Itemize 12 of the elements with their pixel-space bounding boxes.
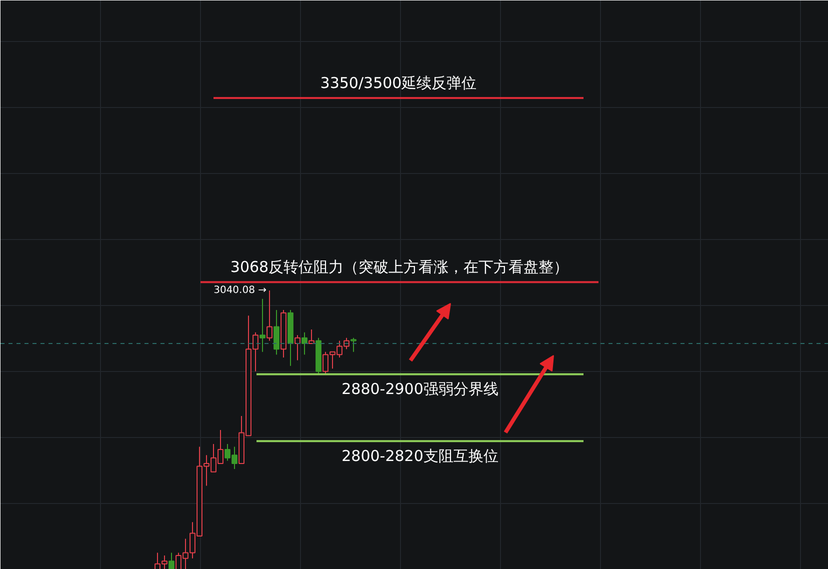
candlestick	[294, 334, 300, 361]
candlestick	[266, 290, 272, 342]
ref-line-label: 3350/3500延续反弹位	[320, 74, 477, 92]
candlestick	[168, 552, 174, 569]
annotation: 3040.08 →	[214, 285, 267, 296]
ref-line-label: 2800-2820支阻互换位	[342, 447, 498, 466]
ref-line-label: 3068反转位阻力（突破上方看涨，在下方看盘整）	[230, 258, 569, 276]
candlestick	[302, 332, 308, 356]
ref-line-label: 2880-2900强弱分界线	[342, 380, 498, 398]
candlestick	[274, 310, 280, 356]
candlestick	[260, 298, 266, 352]
candlestick	[308, 329, 314, 344]
